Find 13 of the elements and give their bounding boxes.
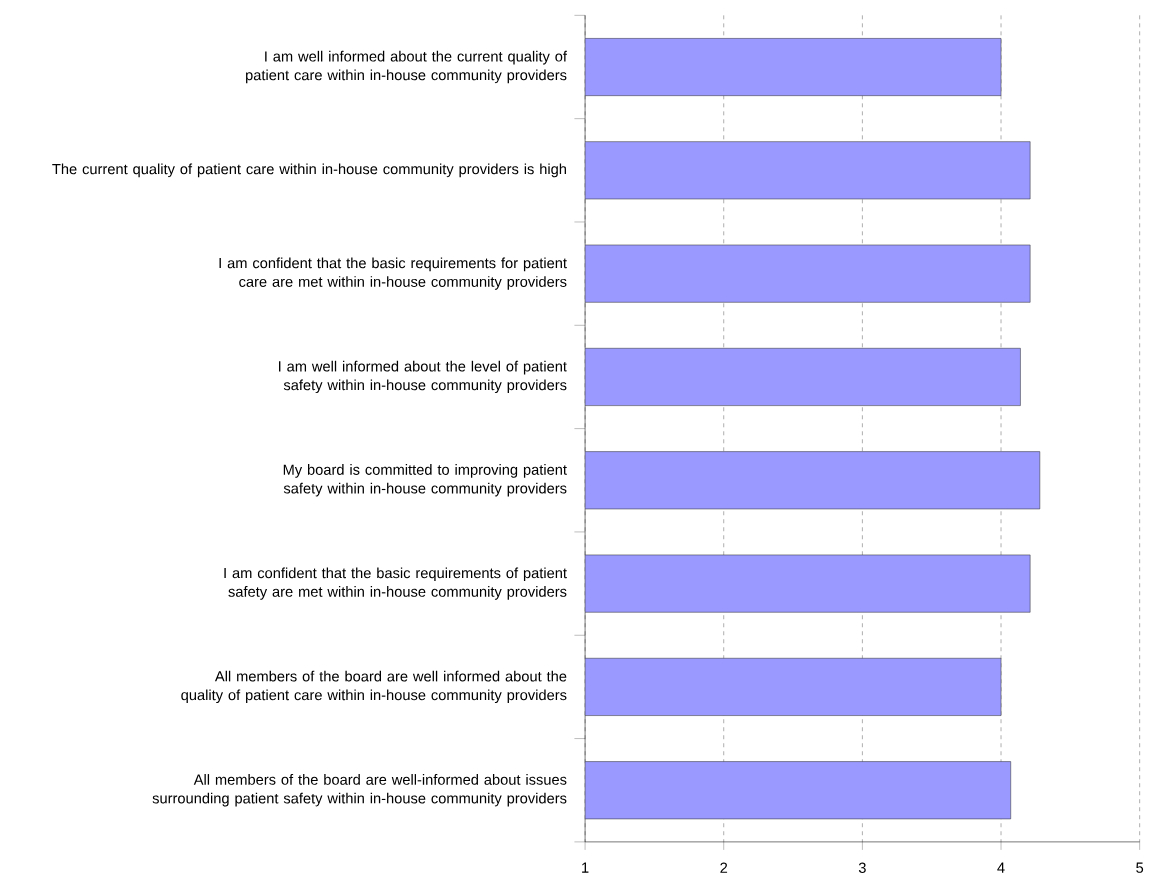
y-tick-label: The current quality of patient care within in-house community providers is high [52, 163, 566, 178]
y-tick-label: All members of the board are well-informed about issues surrounding patient safety within in-house community providers [152, 774, 567, 807]
y-tick-label: I am well informed about the current quality of patient care within in-house community providers [246, 50, 567, 84]
y-tick-label: My board is committed to improving patient safety within in-house community providers [283, 464, 567, 497]
x-tick-label: 4 [997, 862, 1005, 873]
y-tick-label: All members of the board are well informed about the quality of patient care within in-house community providers [181, 670, 567, 704]
x-tick-label: 1 [582, 862, 589, 873]
x-tick-label: 5 [1136, 862, 1144, 873]
x-tick-label: 3 [858, 862, 866, 874]
x-tick-label: 2 [720, 862, 728, 873]
y-tick-label: I am confident that the basic requirements for patient care are met within in-house community providers [219, 257, 567, 290]
y-tick-label: I am confident that the basic requirements of patient safety are met within in-house community providers [224, 567, 567, 600]
y-tick-label: I am well informed about the level of patient safety within in-house community providers [279, 360, 567, 394]
